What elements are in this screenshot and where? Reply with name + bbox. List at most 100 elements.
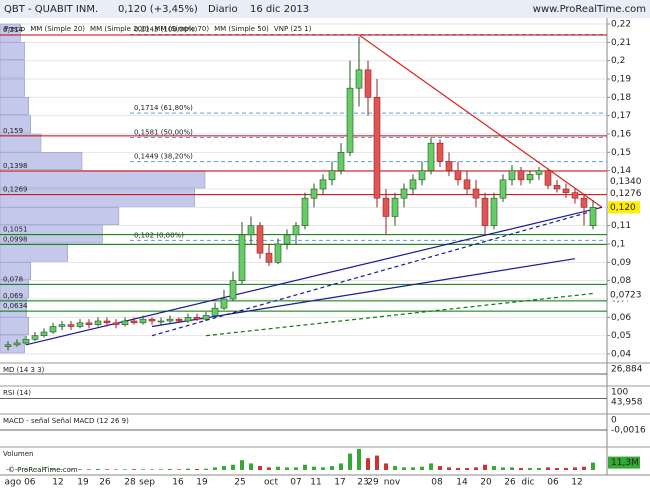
- period: Diario: [208, 4, 238, 15]
- volume-bar: [519, 468, 523, 470]
- y-tick-label: 0,11: [611, 221, 631, 231]
- y-tick-label: 0,17: [611, 111, 631, 121]
- volume-bar: [348, 453, 352, 470]
- volume-bar: [24, 469, 28, 470]
- candle-body: [40, 331, 48, 336]
- volume-profile-bar: [0, 170, 206, 189]
- price-badge-label: 0,1340: [610, 177, 642, 187]
- x-tick-label: 11: [310, 478, 321, 488]
- candle-body: [427, 142, 435, 171]
- y-tick-label: 0,05: [611, 331, 631, 341]
- x-tick-label: 16: [172, 478, 184, 488]
- candle-body: [535, 170, 543, 175]
- volume-bar: [591, 462, 595, 470]
- x-tick-label: 17: [334, 478, 345, 488]
- price-badge: [608, 288, 640, 301]
- date: 16 dic 2013: [250, 4, 309, 15]
- volume-bar: [177, 469, 181, 470]
- volume-profile-bar: [0, 280, 29, 299]
- x-tick-label: 06: [547, 478, 559, 488]
- y-tick-label: 0,16: [611, 130, 631, 140]
- y-tick-label: 0,08: [611, 276, 631, 286]
- candle-body: [436, 142, 444, 162]
- panel-title: MD (14 3 3): [3, 366, 45, 374]
- candle-body: [256, 225, 264, 254]
- level-label: 0,1051: [3, 226, 28, 234]
- candle-body: [58, 324, 66, 327]
- volume-bar: [123, 469, 127, 470]
- candle-body: [229, 280, 237, 300]
- y-tick-label: 0,15: [611, 148, 631, 158]
- level-label: 0,1398: [3, 162, 28, 170]
- candle-body: [571, 192, 579, 199]
- volume-bar: [285, 467, 289, 470]
- candle-body: [94, 320, 102, 325]
- candle-body: [49, 326, 57, 333]
- y-tick-label: 0,2: [611, 56, 625, 66]
- volume-profile-bar: [0, 23, 21, 42]
- panel-title: RSI (14): [3, 389, 31, 397]
- candle-body: [22, 339, 30, 344]
- y-tick-label: 0,04: [611, 350, 631, 360]
- volume-bar: [456, 468, 460, 470]
- candle-body: [400, 188, 408, 199]
- candle-body: [544, 170, 552, 186]
- level-label: 0,159: [3, 127, 23, 135]
- candle-body: [220, 298, 228, 309]
- candle-body: [562, 188, 570, 193]
- candle-body: [148, 318, 156, 322]
- candle-body: [112, 322, 120, 325]
- volume-bar: [105, 469, 109, 470]
- volume-bar: [483, 464, 487, 470]
- fibonacci-label: 0,1449 (38,20%): [134, 153, 193, 161]
- volume-bar: [276, 466, 280, 470]
- x-tick-label: 25: [234, 478, 245, 488]
- candle-body: [418, 170, 426, 181]
- candle-body: [175, 318, 183, 322]
- volume-bar: [312, 466, 316, 470]
- candle-body: [580, 197, 588, 208]
- price-badge-label: 0,0723: [610, 290, 642, 300]
- price-badge-label: 0,120: [610, 203, 636, 213]
- candle-body: [67, 324, 75, 327]
- candle-body: [490, 197, 498, 226]
- volume-badge: [608, 456, 640, 469]
- volume-bar: [96, 469, 100, 470]
- candle-body: [103, 320, 111, 324]
- volume-bar: [528, 468, 532, 470]
- volume-bar: [159, 469, 163, 470]
- candle-body: [589, 207, 597, 226]
- candle-body: [292, 225, 300, 236]
- candle-body: [517, 170, 525, 181]
- volume-bar: [330, 466, 334, 470]
- candle-body: [328, 170, 336, 181]
- candle-body: [139, 318, 147, 324]
- candle-body: [238, 234, 246, 281]
- header-bar: [0, 0, 650, 18]
- volume-bar: [141, 469, 145, 470]
- level-label: 0,069: [3, 292, 23, 300]
- legend-entry: MM (Simple 20): [30, 25, 85, 33]
- x-tick-label: 08: [431, 478, 443, 488]
- candle-body: [481, 197, 489, 226]
- candle-body: [355, 69, 363, 89]
- panel-title: MACD - señal Señal MACD (12 26 9): [3, 417, 129, 425]
- x-tick-label: 29: [367, 478, 379, 488]
- level-label: 0,078: [3, 275, 23, 283]
- x-tick-label: 19: [196, 478, 208, 488]
- x-tick-label: 26: [99, 478, 111, 488]
- volume-profile-bar: [0, 115, 31, 134]
- volume-bar: [510, 467, 514, 470]
- candle-body: [283, 234, 291, 245]
- candle-body: [526, 174, 534, 181]
- fibonacci-label: 0,1581 (50,00%): [134, 128, 193, 136]
- x-tick-label: 12: [52, 478, 63, 488]
- candle-body: [499, 179, 507, 199]
- x-tick-label: 07: [290, 478, 301, 488]
- candle-body: [274, 243, 282, 263]
- volume-profile-bar: [0, 207, 120, 225]
- candle-body: [130, 320, 138, 324]
- volume-bar: [573, 467, 577, 470]
- candle-body: [247, 225, 255, 236]
- candle-body: [346, 87, 354, 153]
